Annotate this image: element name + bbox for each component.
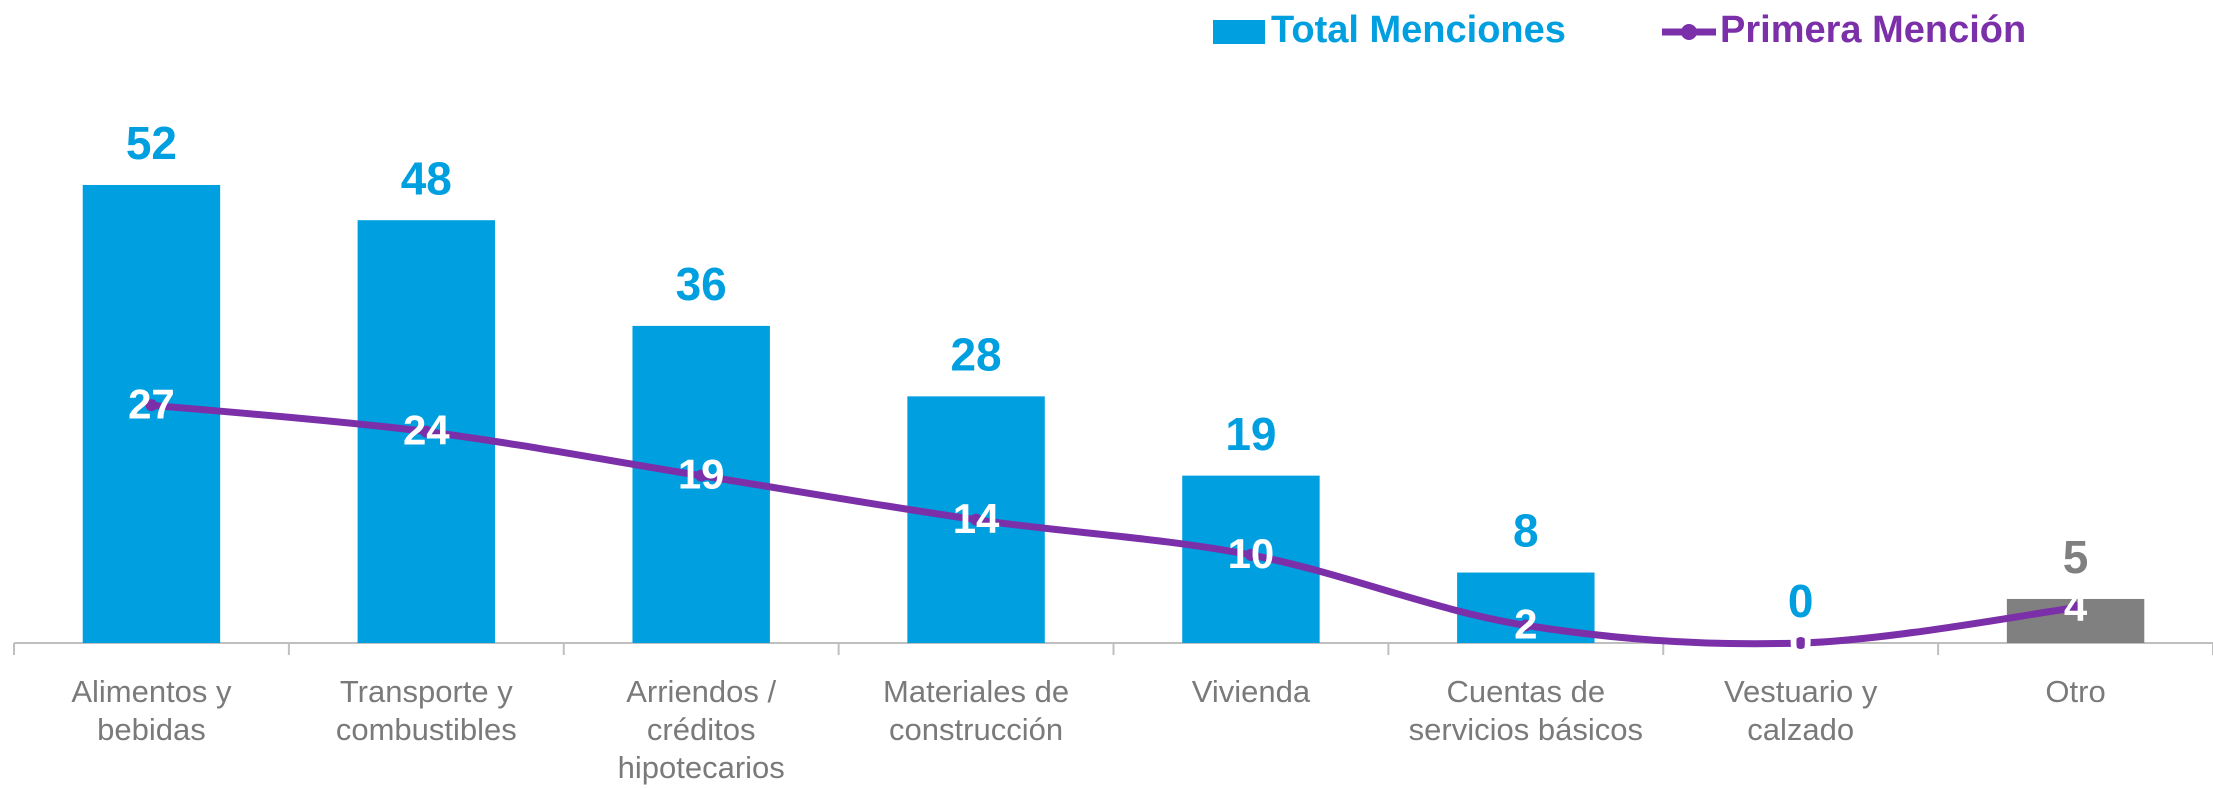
x-tick-label: Alimentos y bebidas xyxy=(71,674,232,747)
x-tick-label: Otro xyxy=(2045,674,2105,709)
line-value-label: 27 xyxy=(128,380,175,427)
bar-value-label: 8 xyxy=(1513,505,1539,557)
legend-swatch-point xyxy=(1681,24,1697,40)
line-point xyxy=(2069,601,2082,614)
legend-label: Total Menciones xyxy=(1271,9,1566,51)
legend-swatch xyxy=(1213,20,1265,44)
x-tick-label: Vivienda xyxy=(1192,674,1311,709)
line-value-label: 0 xyxy=(1789,618,1812,665)
line xyxy=(151,401,2077,648)
line-value-label: 2 xyxy=(1514,600,1537,647)
x-tick-label: Arriendos / créditos hipotecarios xyxy=(618,674,785,785)
line-point xyxy=(1794,637,1807,649)
line-value-label: 19 xyxy=(678,451,725,498)
line-point xyxy=(145,399,158,412)
bar-value-label: 19 xyxy=(1225,408,1276,460)
line-point xyxy=(420,425,433,438)
bar-value-label: 48 xyxy=(401,152,452,204)
bar xyxy=(82,184,221,643)
x-tick-label: Materiales de construcción xyxy=(883,674,1069,747)
x-tick-label: Transporte y combustibles xyxy=(336,674,517,747)
line-value-label: 14 xyxy=(953,495,1000,542)
line-point xyxy=(695,469,708,482)
line-point xyxy=(970,513,983,526)
legend-label: Primera Mención xyxy=(1720,9,2026,51)
bar-value-label: 5 xyxy=(2063,531,2089,583)
bar-value-label: 52 xyxy=(126,117,177,169)
bar-value-label: 0 xyxy=(1788,575,1814,627)
line-value-label: 24 xyxy=(403,407,450,454)
x-tick-label: Cuentas de servicios básicos xyxy=(1409,674,1643,747)
line-point xyxy=(1519,619,1532,632)
line-value-label: 10 xyxy=(1228,530,1275,577)
bar-value-label: 36 xyxy=(676,258,727,310)
line-value-label: 4 xyxy=(2064,583,2088,630)
bar-value-label: 28 xyxy=(950,329,1001,381)
x-tick-label: Vestuario y calzado xyxy=(1724,674,1878,747)
line-point xyxy=(1244,548,1257,561)
